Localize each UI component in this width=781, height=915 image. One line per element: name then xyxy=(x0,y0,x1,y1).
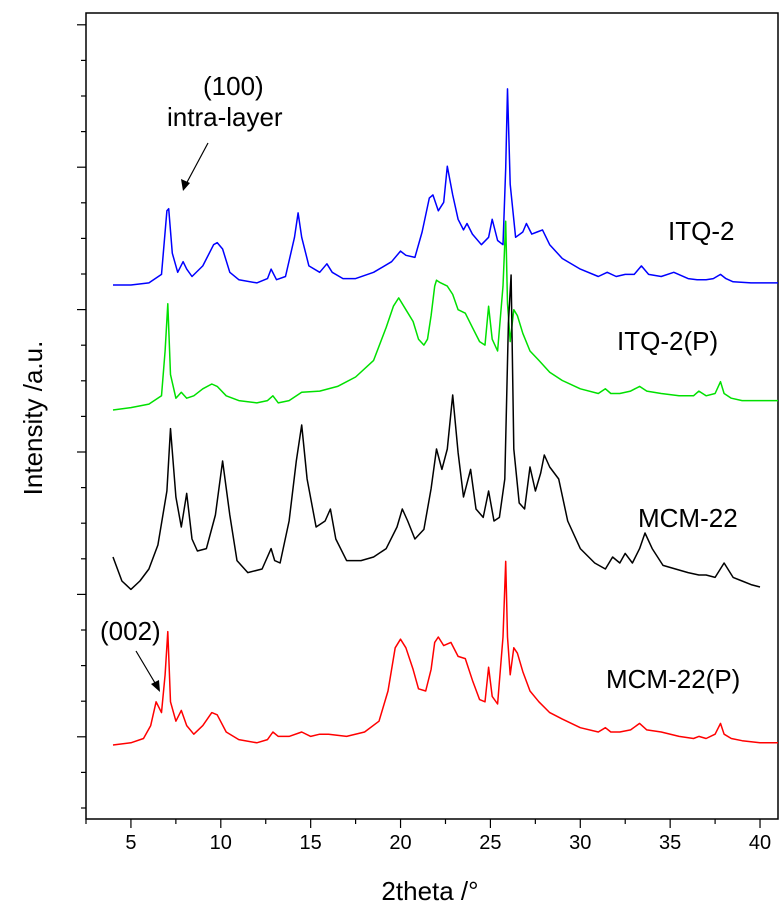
annotation-100-line2: intra-layer xyxy=(167,102,283,132)
x-tick-label: 25 xyxy=(479,832,501,854)
series-label-mcm-22p: MCM-22(P) xyxy=(606,664,740,694)
annotation-002-arrowhead xyxy=(151,680,160,692)
series-lines xyxy=(112,88,778,746)
annotation-002: (002) xyxy=(100,616,161,646)
x-tick-label: 10 xyxy=(210,832,232,854)
series-line-itq-2-p- xyxy=(112,220,778,411)
series-line-mcm-22-p- xyxy=(112,560,778,746)
x-axis-ticks xyxy=(85,819,761,828)
x-tick-label: 5 xyxy=(125,832,136,854)
x-axis-tick-labels: 5 10 15 20 25 30 35 40 xyxy=(125,832,771,854)
y-axis-ticks xyxy=(77,24,86,809)
series-line-itq-2 xyxy=(113,88,778,286)
annotation-100-arrowhead xyxy=(181,179,190,191)
series-line-mcm-22 xyxy=(112,274,761,591)
series-label-itq-2p: ITQ-2(P) xyxy=(617,326,718,356)
x-tick-label: 40 xyxy=(749,832,771,854)
x-tick-label: 35 xyxy=(659,832,681,854)
x-tick-label: 15 xyxy=(300,832,322,854)
annotation-002-arrow xyxy=(135,650,159,689)
annotation-100-arrow xyxy=(184,142,209,187)
y-axis-title: Intensity /a.u. xyxy=(18,341,48,496)
series-label-itq-2: ITQ-2 xyxy=(668,216,734,246)
annotation-100-line1: (100) xyxy=(203,71,264,101)
x-tick-label: 30 xyxy=(569,832,591,854)
plot-frame xyxy=(85,12,779,820)
x-axis-title: 2theta /° xyxy=(381,876,478,906)
x-tick-label: 20 xyxy=(389,832,411,854)
series-label-mcm-22: MCM-22 xyxy=(638,503,738,533)
